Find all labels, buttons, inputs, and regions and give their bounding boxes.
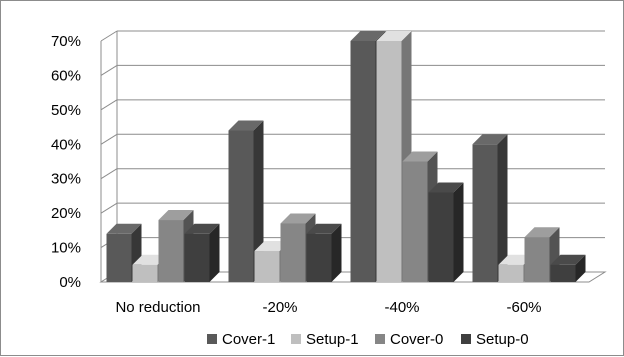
bar	[254, 251, 280, 282]
bar	[498, 264, 524, 282]
y-tick-label: 10%	[51, 240, 81, 257]
bar	[350, 41, 376, 282]
bar-top	[550, 254, 586, 265]
legend-swatch	[207, 334, 217, 344]
y-tick-label: 50%	[51, 102, 81, 119]
x-tick-label: -40%	[384, 299, 419, 316]
y-tick-label: 70%	[51, 33, 81, 50]
bar-top	[524, 227, 560, 238]
gridline-slant	[100, 99, 118, 111]
legend-swatch	[461, 334, 471, 344]
bar	[158, 220, 184, 282]
bar	[550, 264, 576, 282]
legend-swatch	[291, 334, 301, 344]
bar	[106, 233, 132, 282]
bar-top	[428, 182, 464, 193]
gridline-slant	[100, 168, 118, 180]
bar	[306, 233, 332, 282]
x-tick-label: -60%	[506, 299, 541, 316]
y-tick-label: 20%	[51, 205, 81, 222]
bar	[472, 144, 498, 282]
bar-top	[472, 134, 508, 145]
bar-top	[106, 223, 142, 234]
bar	[228, 130, 254, 282]
bar-top	[184, 223, 220, 234]
bar	[524, 237, 550, 282]
bar	[402, 161, 428, 282]
bar-top	[350, 31, 386, 41]
bar	[280, 223, 306, 282]
y-tick-label: 60%	[51, 67, 81, 84]
bar-top	[402, 151, 438, 162]
bar-side	[575, 254, 586, 282]
gridline-slant	[100, 202, 118, 214]
bar	[428, 192, 454, 282]
bar	[132, 264, 158, 282]
y-tick-label: 0%	[59, 274, 81, 291]
bar-side	[453, 182, 464, 282]
y-tick-label: 40%	[51, 136, 81, 153]
bar-top	[306, 223, 342, 234]
bar-side	[209, 223, 220, 282]
gridline-slant	[100, 133, 118, 145]
bar-side	[331, 223, 342, 282]
bar-side	[497, 134, 508, 282]
bar-top	[228, 120, 264, 131]
legend-label: Cover-1	[222, 331, 275, 348]
bar-top	[280, 213, 316, 224]
legend-swatch	[375, 334, 385, 344]
legend-label: Cover-0	[390, 331, 443, 348]
gridline-slant	[100, 65, 118, 76]
x-tick-label: No reduction	[115, 299, 200, 316]
gridline-slant	[100, 30, 118, 42]
bar	[184, 233, 210, 282]
x-tick-label: -20%	[262, 299, 297, 316]
legend-label: Setup-0	[476, 331, 529, 348]
y-tick-label: 30%	[51, 171, 81, 188]
bar-side	[253, 120, 264, 282]
bar-top	[376, 31, 412, 41]
bar-top	[158, 210, 194, 221]
bar	[376, 41, 402, 282]
legend-label: Setup-1	[306, 331, 359, 348]
